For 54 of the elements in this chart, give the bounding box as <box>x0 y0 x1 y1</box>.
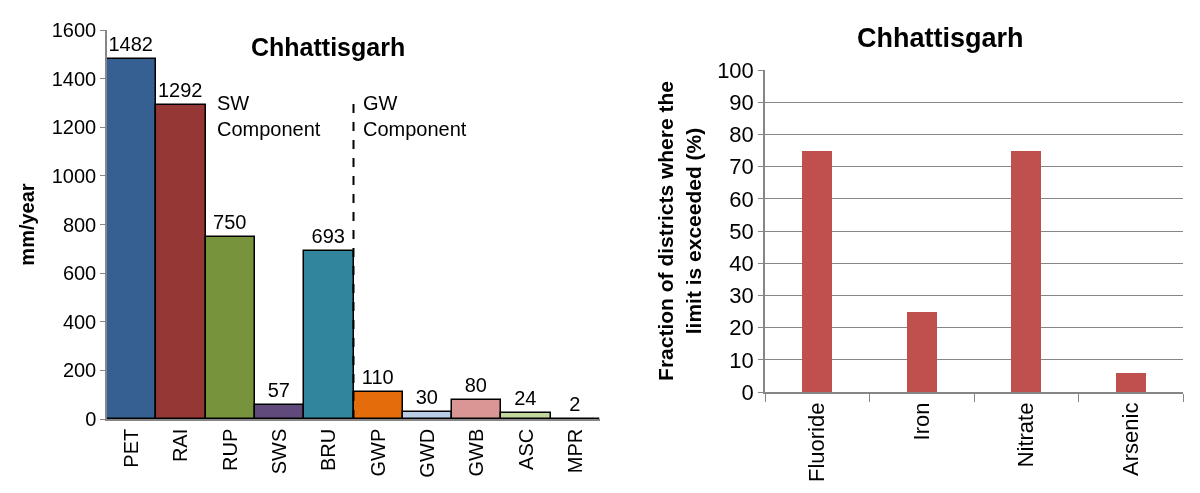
x-tick-label: Nitrate <box>1013 402 1039 468</box>
y-tick-label: 200 <box>62 359 97 382</box>
x-tick-label: Iron <box>908 402 934 441</box>
y-tick-label: 70 <box>729 154 754 180</box>
x-tick-label: RUP <box>218 428 241 471</box>
bar <box>907 312 937 392</box>
y-tick-label: 1200 <box>51 116 97 139</box>
data-label: 693 <box>311 225 345 248</box>
annotation: GW Component <box>363 92 467 140</box>
data-label: 57 <box>267 379 290 402</box>
x-tick-label: ASC <box>514 428 537 470</box>
y-axis-title: Fraction of districts where the limit is exceeded (%) <box>654 81 705 381</box>
y-tick-label: 100 <box>717 57 754 83</box>
x-tick-label: GWD <box>415 428 438 478</box>
data-label: 2 <box>569 393 581 416</box>
y-tick-label: 80 <box>729 122 754 148</box>
x-tick-label: SWS <box>268 428 291 475</box>
chart-title: Chhattisgarh <box>857 23 1024 53</box>
data-label: 1482 <box>108 33 153 56</box>
chart-title: Chhattisgarh <box>251 33 406 61</box>
y-tick-label: 800 <box>62 213 97 236</box>
y-tick-label: 50 <box>729 218 754 244</box>
y-tick-label: 600 <box>62 262 97 285</box>
y-tick-label: 30 <box>729 283 754 309</box>
y-tick-label: 60 <box>729 186 754 212</box>
y-tick-label: 40 <box>729 250 754 276</box>
data-label: 750 <box>213 211 247 234</box>
x-tick-label: Fluoride <box>804 402 830 483</box>
y-tick-label: 1600 <box>51 19 97 41</box>
y-tick-label: 10 <box>729 347 754 373</box>
data-label: 1292 <box>158 79 203 102</box>
annotation: SW Component <box>217 92 321 140</box>
bar <box>802 151 832 392</box>
y-tick-label: 0 <box>85 408 97 430</box>
y-tick-label: 90 <box>729 89 754 115</box>
y-tick-label: 20 <box>729 315 754 341</box>
y-tick-label: 0 <box>741 379 754 405</box>
data-label: 80 <box>464 374 487 397</box>
y-axis-title: mm/year <box>15 183 38 266</box>
bar <box>1011 151 1041 392</box>
data-label: 30 <box>415 386 438 409</box>
x-tick-label: Arsenic <box>1117 402 1143 476</box>
x-tick-label: PET <box>120 428 143 468</box>
x-tick-label: RAI <box>169 428 192 463</box>
data-label: 24 <box>514 387 537 410</box>
x-tick-label: BRU <box>317 428 340 471</box>
y-tick-label: 400 <box>62 310 97 333</box>
y-tick-label: 1400 <box>51 67 97 90</box>
x-tick-label: GWP <box>366 428 389 477</box>
bar <box>1116 373 1146 392</box>
x-tick-label: MPR <box>563 428 586 474</box>
x-tick-label: GWB <box>465 428 488 477</box>
y-tick-label: 1000 <box>51 164 97 187</box>
data-label: 110 <box>361 366 394 389</box>
